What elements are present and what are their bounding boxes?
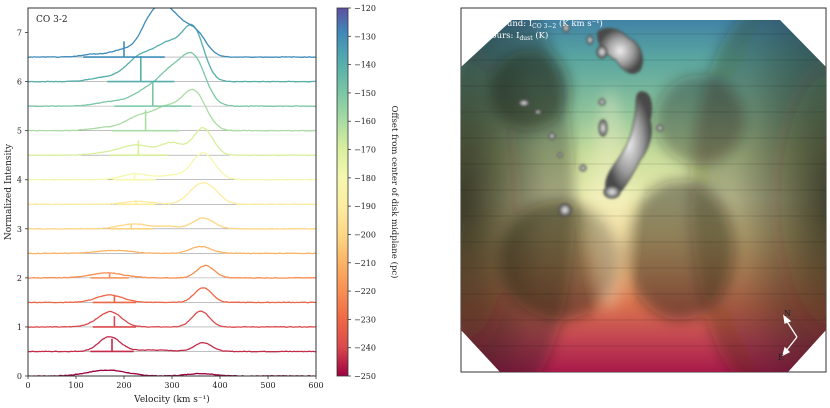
spectrum-line bbox=[28, 287, 316, 304]
colorbar: −120 −130 −140 −150 −160 −170 −180 −190 −200 −210… bbox=[336, 4, 400, 381]
spectra-group bbox=[28, 8, 316, 376]
spectrum-line bbox=[28, 310, 316, 328]
spectrum-line bbox=[28, 88, 316, 132]
spectrum-line bbox=[28, 23, 316, 83]
legend-background: Background: ICO 3−2 (K km s⁻¹) bbox=[471, 18, 603, 30]
x-tick-label: 100 bbox=[68, 381, 83, 390]
north-arrowhead bbox=[783, 314, 792, 324]
dust-contours bbox=[518, 23, 664, 217]
x-axis-ticks: 0 100 200 300 400 500 600 bbox=[25, 376, 324, 390]
spectrum-line bbox=[28, 217, 316, 230]
east-arrowhead bbox=[781, 346, 791, 357]
dust-shadow bbox=[461, 20, 826, 372]
spectrum-line bbox=[28, 126, 316, 157]
y-axis-label: Normalized Intensity bbox=[4, 143, 14, 240]
colorbar-ticks: −120 −130 −140 −150 −160 −170 −180 −190 −200 −210… bbox=[348, 4, 376, 381]
y-tick-label: 0 bbox=[17, 372, 22, 381]
spectrum-line bbox=[28, 369, 316, 376]
colorbar-tick-label: −120 bbox=[354, 4, 376, 13]
plot-frame bbox=[27, 7, 317, 377]
y-tick-label: 5 bbox=[17, 127, 22, 136]
spectra-panel: 0 100 200 300 400 500 600 0 1 2 3 4 5 6 7 CO 3-2 Velo… bbox=[4, 7, 324, 405]
colorbar-tick-label: −230 bbox=[354, 315, 376, 324]
y-axis-ticks: 0 1 2 3 4 5 6 7 bbox=[17, 29, 28, 381]
north-arrow bbox=[785, 319, 798, 338]
x-axis-label: Velocity (km s⁻¹) bbox=[133, 394, 210, 405]
y-tick-label: 7 bbox=[17, 29, 22, 38]
colorbar-tick-label: −190 bbox=[354, 202, 376, 211]
spectrum-line bbox=[28, 8, 316, 59]
x-tick-label: 500 bbox=[260, 381, 275, 390]
spectrum-line bbox=[28, 264, 316, 279]
colorbar-fill bbox=[336, 7, 349, 377]
x-tick-label: 600 bbox=[308, 381, 323, 390]
colorbar-tick-label: −180 bbox=[354, 174, 376, 183]
colorbar-tick-label: −140 bbox=[354, 61, 376, 70]
offset-guides bbox=[28, 56, 316, 377]
y-tick-label: 6 bbox=[17, 78, 22, 87]
colorbar-tick-label: −160 bbox=[354, 117, 376, 126]
colorbar-tick-label: −220 bbox=[354, 287, 376, 296]
colorbar-tick-label: −250 bbox=[354, 372, 376, 381]
x-tick-label: 0 bbox=[25, 381, 30, 390]
co-emission-map bbox=[461, 20, 826, 372]
spectrum-line bbox=[28, 181, 316, 206]
spectrum-line bbox=[28, 51, 316, 108]
east-arrow bbox=[785, 336, 798, 352]
y-tick-label: 3 bbox=[17, 225, 22, 234]
spectrum-line bbox=[28, 336, 316, 353]
x-tick-label: 300 bbox=[164, 381, 179, 390]
y-tick-label: 2 bbox=[17, 274, 22, 283]
spectrum-line bbox=[28, 245, 316, 255]
map-legend: Background: ICO 3−2 (K km s⁻¹) Contours:… bbox=[471, 18, 603, 42]
compass-north-label: N bbox=[784, 309, 791, 318]
panel-title: CO 3-2 bbox=[36, 15, 68, 25]
x-tick-label: 400 bbox=[212, 381, 227, 390]
colorbar-tick-label: −240 bbox=[354, 344, 376, 353]
legend-contours: Contours: Idust (K) bbox=[471, 30, 548, 42]
y-tick-label: 1 bbox=[17, 323, 22, 332]
scan-stripes bbox=[461, 33, 826, 347]
compass-east-label: E bbox=[778, 353, 784, 362]
y-tick-label: 4 bbox=[17, 176, 22, 185]
image-panel: Background: ICO 3−2 (K km s⁻¹) Contours:… bbox=[460, 7, 827, 373]
compass: N E bbox=[778, 309, 798, 362]
colorbar-label: Offset from center of disk midplane (pc) bbox=[389, 106, 400, 279]
colorbar-tick-label: −150 bbox=[354, 89, 376, 98]
colorbar-tick-label: −170 bbox=[354, 146, 376, 155]
x-tick-label: 200 bbox=[116, 381, 131, 390]
spectrum-line bbox=[28, 151, 316, 181]
colorbar-tick-label: −200 bbox=[354, 230, 376, 239]
colorbar-tick-label: −210 bbox=[354, 259, 376, 268]
colorbar-tick-label: −130 bbox=[354, 32, 376, 41]
